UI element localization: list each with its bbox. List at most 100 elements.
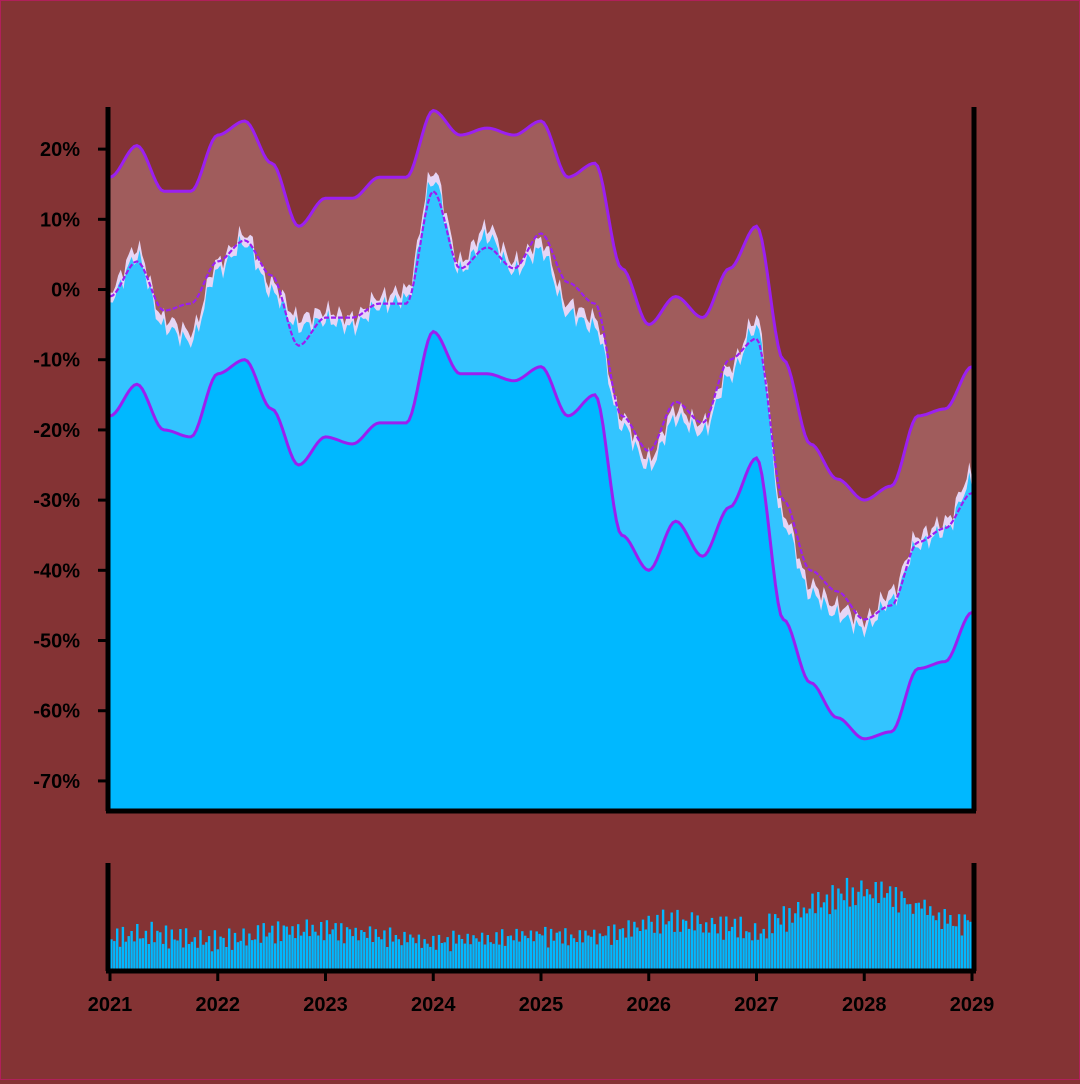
volume-bar bbox=[299, 935, 303, 969]
volume-bar bbox=[348, 929, 352, 969]
y-tick-label: 0% bbox=[51, 280, 80, 302]
upper-band-line bbox=[110, 108, 972, 502]
volume-bar bbox=[684, 920, 688, 969]
volume-bar bbox=[561, 943, 564, 969]
volume-bar bbox=[952, 925, 955, 969]
volume-bar bbox=[630, 936, 633, 969]
volume-bar bbox=[388, 927, 392, 969]
volume-bar bbox=[503, 945, 507, 969]
volume-bar bbox=[366, 937, 369, 969]
volume-bar bbox=[957, 914, 961, 969]
volume-bar bbox=[239, 940, 242, 969]
volume-bar bbox=[621, 928, 625, 969]
volume-bar bbox=[934, 920, 938, 969]
volume-bar bbox=[745, 931, 748, 969]
volume-bar bbox=[187, 944, 191, 969]
volume-bar bbox=[521, 931, 524, 969]
volume-bar bbox=[345, 927, 349, 969]
x-tick-label: 2029 bbox=[950, 994, 995, 1016]
x-tick-label: 2025 bbox=[519, 994, 564, 1016]
volume-bar bbox=[906, 904, 909, 969]
volume-bar bbox=[159, 932, 162, 969]
volume-bar bbox=[842, 900, 846, 969]
volume-bar bbox=[133, 941, 136, 969]
volume-bar bbox=[207, 936, 211, 969]
volume-bar bbox=[929, 906, 932, 969]
volume-bar bbox=[150, 921, 153, 969]
volume-bar bbox=[498, 944, 501, 969]
volume-bar bbox=[162, 943, 165, 969]
volume-bar bbox=[641, 919, 645, 969]
volume-bar bbox=[736, 937, 739, 969]
volume-bar bbox=[900, 891, 903, 969]
volume-bar bbox=[814, 913, 817, 969]
volume-bar bbox=[262, 923, 265, 969]
volume-bar bbox=[446, 937, 449, 969]
volume-bar bbox=[914, 903, 918, 969]
x-tick-label: 2021 bbox=[88, 994, 133, 1016]
volume-bar bbox=[320, 922, 323, 969]
volume-bar bbox=[173, 939, 176, 969]
volume-bar bbox=[124, 941, 127, 969]
volume-bar bbox=[380, 939, 383, 969]
volume-bar bbox=[696, 915, 699, 969]
volume-bar bbox=[593, 929, 596, 969]
volume-bar bbox=[601, 936, 604, 969]
volume-bar bbox=[607, 926, 610, 969]
volume-bar bbox=[886, 893, 889, 969]
volume-bar bbox=[966, 920, 969, 969]
volume-bar bbox=[676, 909, 679, 969]
volume-bar bbox=[661, 909, 665, 969]
volume-bar bbox=[478, 941, 481, 969]
y-tick-label: -60% bbox=[33, 701, 80, 723]
volume-bar bbox=[799, 917, 803, 969]
volume-bar bbox=[863, 896, 866, 969]
volume-bar bbox=[222, 937, 225, 969]
volume-bar bbox=[578, 930, 581, 969]
volume-bar bbox=[466, 933, 469, 969]
volume-bar bbox=[202, 944, 205, 969]
volume-bar bbox=[575, 942, 579, 969]
y-tick-label: 10% bbox=[40, 209, 80, 231]
volume-bar bbox=[139, 938, 142, 969]
volume-bar bbox=[650, 921, 653, 969]
volume-bar bbox=[897, 912, 900, 969]
volume-bar bbox=[940, 929, 943, 969]
volume-bar bbox=[141, 938, 145, 969]
volume-bar bbox=[705, 922, 708, 969]
volume-bar bbox=[302, 931, 306, 969]
moving-average-line bbox=[110, 189, 972, 621]
volume-bar bbox=[923, 899, 926, 969]
y-tick-label: -40% bbox=[33, 560, 80, 582]
volume-bar bbox=[506, 936, 510, 969]
volume-bar bbox=[802, 907, 806, 969]
volume-bar bbox=[880, 881, 883, 969]
volume-bar bbox=[544, 926, 547, 969]
volume-bar bbox=[314, 931, 317, 969]
volume-bar bbox=[147, 944, 150, 969]
volume-bar bbox=[776, 918, 780, 969]
volume-bar bbox=[230, 949, 234, 969]
volume-bar bbox=[423, 939, 426, 969]
volume-bar bbox=[274, 943, 277, 969]
volume-bar bbox=[739, 916, 742, 969]
volume-bar bbox=[794, 913, 797, 969]
volume-bar bbox=[432, 935, 435, 969]
y-tick-label: 20% bbox=[40, 139, 80, 161]
volume-bar bbox=[558, 931, 561, 969]
volume-bar bbox=[363, 932, 366, 969]
volume-bar bbox=[322, 940, 326, 969]
volume-bar bbox=[756, 939, 760, 969]
volume-bar bbox=[845, 877, 849, 969]
volume-bar bbox=[219, 936, 222, 969]
volume-bar bbox=[831, 885, 834, 969]
volume-bar bbox=[253, 939, 257, 969]
volume-bar bbox=[351, 936, 354, 969]
volume-bar bbox=[449, 951, 452, 969]
volume-bar bbox=[909, 904, 912, 969]
volume-bar bbox=[702, 932, 705, 969]
volume-bar bbox=[121, 926, 125, 969]
y-tick-label: -50% bbox=[33, 631, 80, 653]
volume-bar bbox=[751, 940, 754, 969]
